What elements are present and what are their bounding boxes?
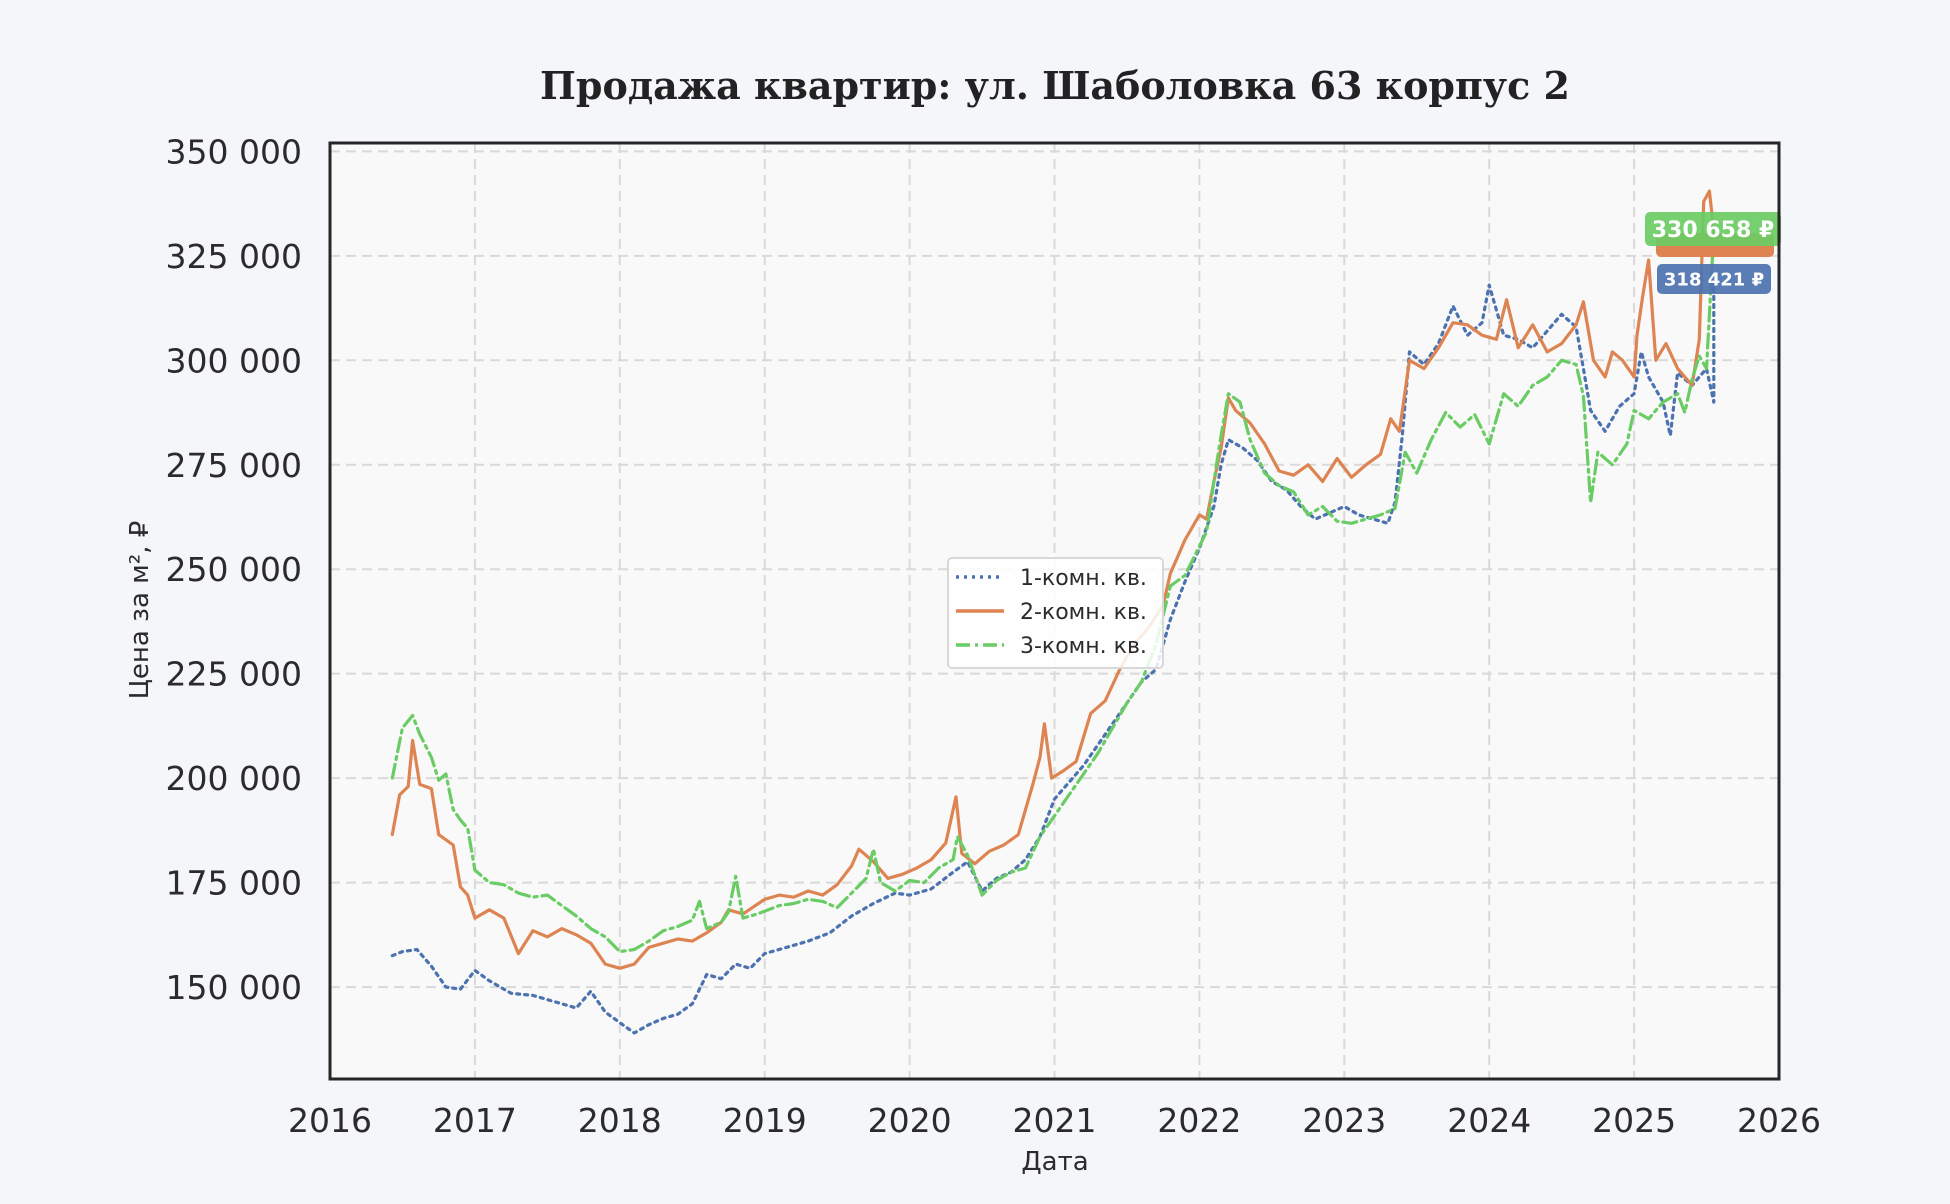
x-tick-label: 2020 <box>868 1101 952 1140</box>
x-tick-label: 2024 <box>1447 1101 1531 1140</box>
x-tick-label: 2017 <box>433 1101 517 1140</box>
value-badge-label-2: 318 421 ₽ <box>1664 269 1764 290</box>
value-badge-label-1: 330 658 ₽ <box>1652 218 1774 243</box>
legend-label-2: 2-комн. кв. <box>1020 600 1147 625</box>
series-line-3 <box>390 230 1716 954</box>
y-tick-label: 325 000 <box>166 237 302 276</box>
x-axis-label: Дата <box>1021 1147 1088 1177</box>
y-tick-label: 275 000 <box>166 446 302 485</box>
y-axis: 150 000 175 000 200 000 225 000 250 000 275 0… <box>166 132 302 1007</box>
series-line-1 <box>390 281 1716 1035</box>
x-tick-label: 2026 <box>1737 1101 1821 1140</box>
value-badge-2 <box>1657 264 1771 294</box>
y-tick-label: 200 000 <box>166 759 302 798</box>
x-tick-label: 2025 <box>1592 1101 1676 1140</box>
y-tick-label: 350 000 <box>166 132 302 171</box>
x-tick-label: 2019 <box>723 1101 807 1140</box>
legend-label-1: 1-комн. кв. <box>1020 566 1147 591</box>
x-axis: 2016 2017 2018 2019 2020 2021 2022 2023 2024 2025… <box>288 1101 1821 1140</box>
y-tick-label: 175 000 <box>166 864 302 903</box>
y-axis-label: Цена за м², ₽ <box>125 521 155 700</box>
plot-frame <box>328 141 1781 1081</box>
x-tick-label: 2016 <box>288 1101 372 1140</box>
value-badge-1 <box>1645 212 1781 246</box>
value-badges: 330 658 ₽ 318 421 ₽ <box>1645 212 1781 294</box>
y-tick-label: 225 000 <box>166 655 302 694</box>
legend: 1-комн. кв. 2-комн. кв. 3-комн. кв. <box>947 557 1164 669</box>
y-tick-label: 300 000 <box>166 341 302 380</box>
x-tick-label: 2018 <box>578 1101 662 1140</box>
series-layer <box>390 189 1716 1035</box>
legend-box <box>947 557 1164 669</box>
x-tick-label: 2022 <box>1157 1101 1241 1140</box>
y-tick-label: 150 000 <box>166 968 302 1007</box>
x-tick-label: 2023 <box>1302 1101 1386 1140</box>
y-tick-label: 250 000 <box>166 550 302 589</box>
chart-title: Продажа квартир: ул. Шаболовка 63 корпус… <box>540 63 1570 108</box>
x-tick-label: 2021 <box>1013 1101 1097 1140</box>
grid <box>329 143 1780 1079</box>
series-line-2 <box>390 189 1716 970</box>
legend-label-3: 3-комн. кв. <box>1020 634 1147 659</box>
